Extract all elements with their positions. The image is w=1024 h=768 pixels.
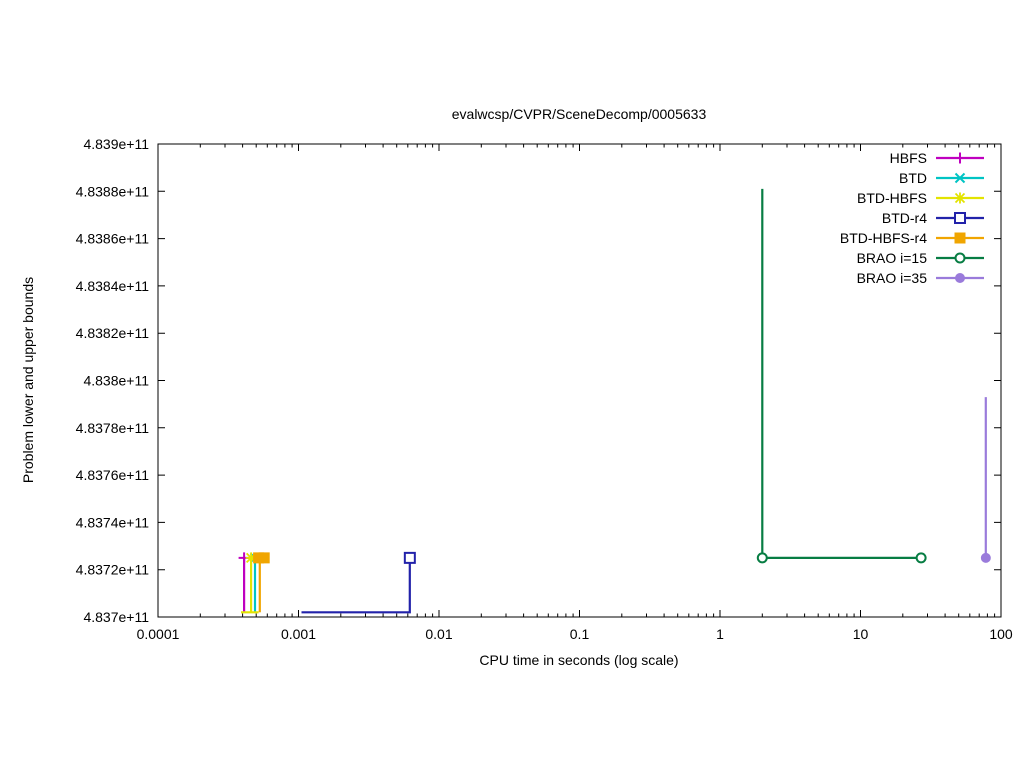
- svg-text:4.8374e+11: 4.8374e+11: [76, 514, 150, 530]
- series-btd-hbfs-r4: [253, 552, 270, 613]
- series-brao-i-15: [756, 188, 927, 564]
- svg-text:4.8372e+11: 4.8372e+11: [76, 562, 150, 578]
- svg-text:BTD: BTD: [899, 170, 927, 186]
- legend-item: BTD-r4: [882, 210, 984, 226]
- svg-text:4.8386e+11: 4.8386e+11: [76, 231, 150, 247]
- svg-text:4.8382e+11: 4.8382e+11: [76, 325, 150, 341]
- svg-text:4.8384e+11: 4.8384e+11: [76, 278, 150, 294]
- x-axis-label: CPU time in seconds (log scale): [479, 652, 678, 668]
- legend-item: BTD-HBFS-r4: [840, 230, 984, 246]
- series-btd-hbfs: [241, 552, 259, 614]
- series-btd-r4: [301, 551, 416, 614]
- svg-text:BTD-r4: BTD-r4: [882, 210, 927, 226]
- svg-text:BTD-HBFS: BTD-HBFS: [857, 190, 927, 206]
- svg-text:4.837e+11: 4.837e+11: [83, 609, 149, 625]
- chart-title: evalwcsp/CVPR/SceneDecomp/0005633: [452, 106, 707, 122]
- svg-text:HBFS: HBFS: [890, 150, 927, 166]
- svg-text:0.1: 0.1: [570, 626, 590, 642]
- plot-area: 0.0001 0.001 0.01 0.1 1 10 100 4.837e+11 4.8372e…: [76, 136, 1013, 642]
- svg-text:10: 10: [853, 626, 869, 642]
- svg-text:BTD-HBFS-r4: BTD-HBFS-r4: [840, 230, 927, 246]
- tick-labels: 0.0001 0.001 0.01 0.1 1 10 100 4.837e+11 4.8372e…: [76, 136, 1013, 642]
- axes: [157, 143, 1002, 618]
- legend: HBFS BTD BTD-HBFS BTD-r4 BTD-HBFS-r4 BRAO i=1…: [840, 150, 984, 286]
- legend-item: BRAO i=15: [857, 250, 984, 266]
- legend-item: HBFS: [890, 150, 984, 166]
- svg-text:4.8376e+11: 4.8376e+11: [76, 467, 150, 483]
- legend-item: BTD: [899, 170, 984, 186]
- svg-text:1: 1: [716, 626, 724, 642]
- svg-text:0.01: 0.01: [425, 626, 452, 642]
- legend-item: BRAO i=35: [857, 270, 984, 286]
- svg-text:4.838e+11: 4.838e+11: [83, 373, 149, 389]
- svg-text:BRAO i=35: BRAO i=35: [857, 270, 928, 286]
- svg-text:BRAO i=15: BRAO i=15: [857, 250, 928, 266]
- svg-text:4.8388e+11: 4.8388e+11: [76, 183, 150, 199]
- series-brao-i-35: [980, 397, 991, 563]
- svg-text:100: 100: [989, 626, 1013, 642]
- svg-text:4.839e+11: 4.839e+11: [83, 136, 149, 152]
- svg-text:4.8378e+11: 4.8378e+11: [76, 420, 150, 436]
- svg-text:0.0001: 0.0001: [137, 626, 180, 642]
- svg-text:0.001: 0.001: [281, 626, 316, 642]
- y-axis-label: Problem lower and upper bounds: [20, 277, 36, 483]
- legend-item: BTD-HBFS: [857, 190, 984, 206]
